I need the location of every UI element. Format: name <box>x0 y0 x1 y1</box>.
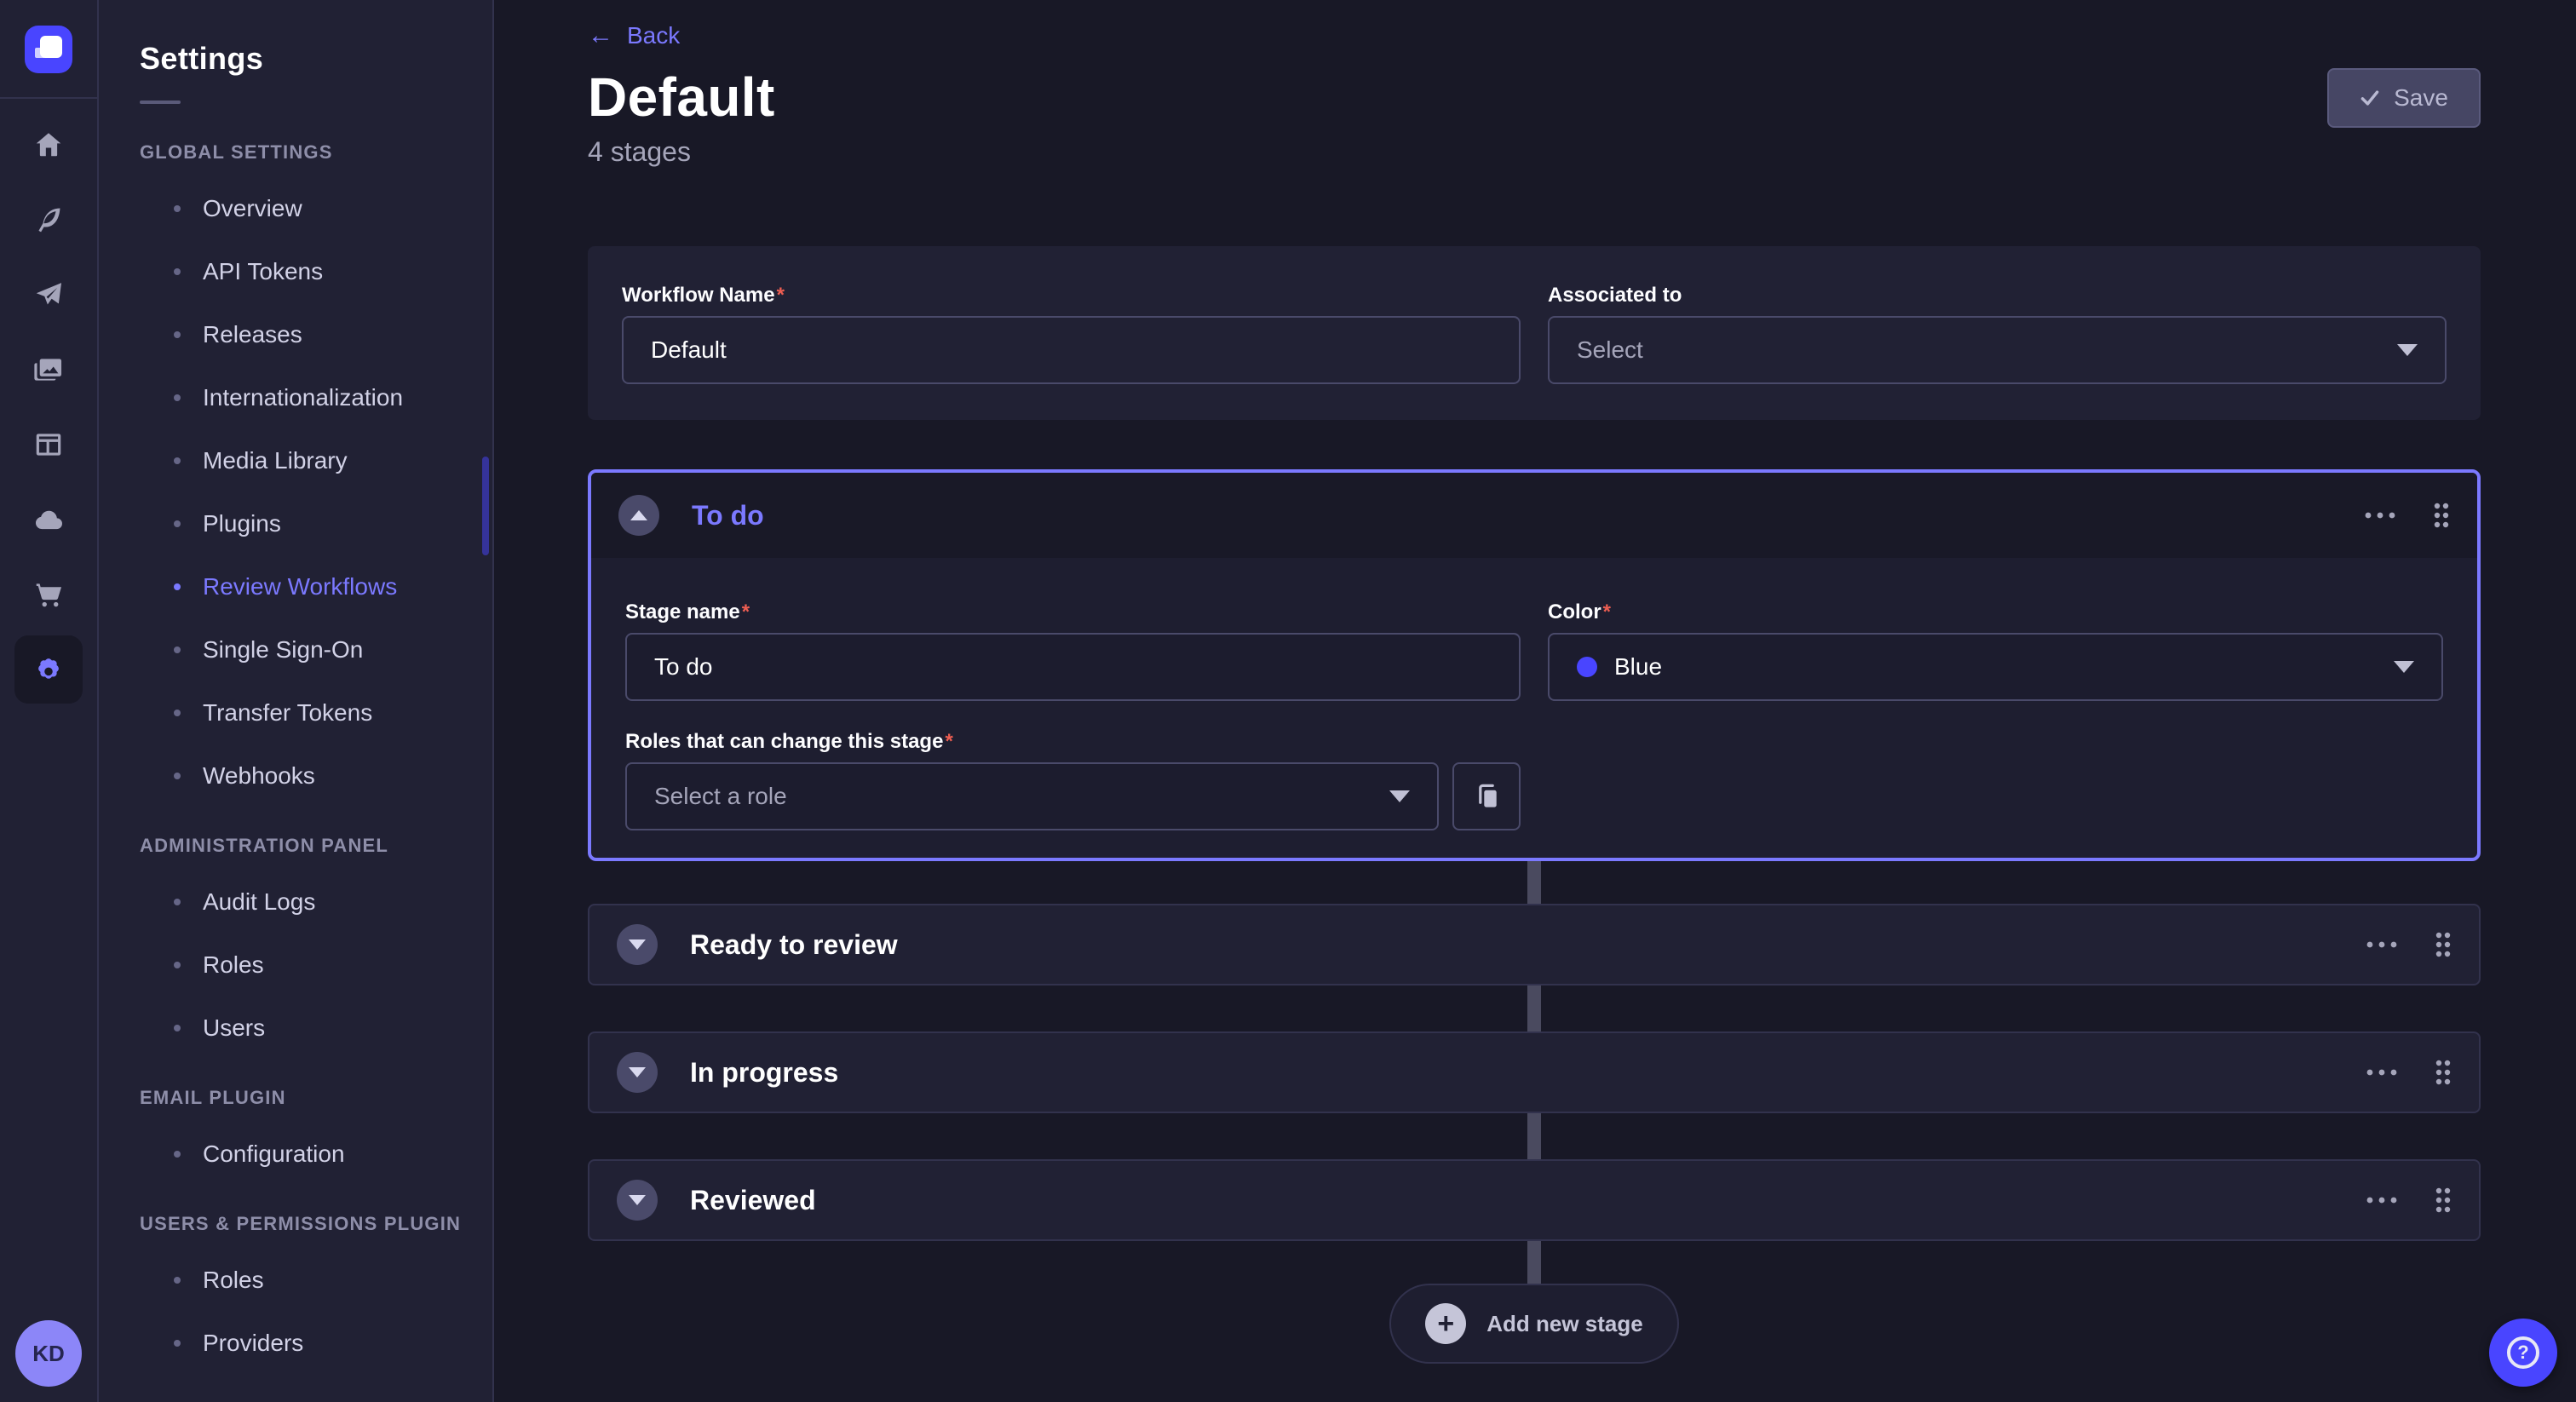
chevron-down-icon <box>629 939 646 950</box>
help-button[interactable]: ? <box>2489 1319 2557 1387</box>
main-content: ← Back Default 4 stages Save Workflow Na… <box>494 0 2576 1402</box>
more-options-icon[interactable] <box>2366 1069 2397 1076</box>
home-icon[interactable] <box>14 111 83 179</box>
settings-gear-icon[interactable] <box>14 635 83 704</box>
stage-card-in-progress[interactable]: In progress <box>588 1031 2481 1113</box>
sidebar-item-single-sign-on[interactable]: Single Sign-On <box>140 618 492 681</box>
stage-todo-header[interactable]: To do <box>591 473 2477 558</box>
chevron-down-icon <box>2394 661 2414 673</box>
sidebar-item-email-configuration[interactable]: Configuration <box>140 1123 492 1186</box>
roles-select[interactable]: Select a role <box>625 762 1439 830</box>
sidebar-item-up-roles[interactable]: Roles <box>140 1249 492 1312</box>
sidebar-item-releases[interactable]: Releases <box>140 303 492 366</box>
stage-title: In progress <box>690 1056 839 1088</box>
strapi-logo[interactable] <box>25 26 72 73</box>
roles-label: Roles that can change this stage * <box>625 730 953 753</box>
add-new-stage-button[interactable]: + Add new stage <box>1389 1284 1679 1364</box>
workflow-name-input[interactable] <box>622 316 1521 384</box>
section-label: GLOBAL SETTINGS <box>140 141 333 163</box>
more-options-icon[interactable] <box>2366 941 2397 948</box>
section-users-permissions-plugin: USERS & PERMISSIONS PLUGIN Roles Provide… <box>140 1213 492 1375</box>
stage-connector <box>1527 861 1541 904</box>
expand-stage-button[interactable] <box>617 1052 658 1093</box>
stage-connector <box>1527 985 1541 1031</box>
sidebar-scrollbar-thumb[interactable] <box>482 457 489 555</box>
sidebar-item-webhooks[interactable]: Webhooks <box>140 744 492 807</box>
paper-plane-icon[interactable] <box>14 261 83 329</box>
section-global-settings: GLOBAL SETTINGS Overview API Tokens Rele… <box>140 141 492 807</box>
sidebar-item-review-workflows[interactable]: Review Workflows <box>140 555 492 618</box>
workflow-name-label: Workflow Name * <box>622 284 785 307</box>
section-administration-panel: ADMINISTRATION PANEL Audit Logs Roles Us… <box>140 835 492 1060</box>
section-label: ADMINISTRATION PANEL <box>140 835 389 856</box>
sidebar-item-api-tokens[interactable]: API Tokens <box>140 240 492 303</box>
media-library-icon[interactable] <box>14 336 83 404</box>
copy-icon <box>1479 784 1497 807</box>
sidebar-item-plugins[interactable]: Plugins <box>140 492 492 555</box>
chevron-up-icon <box>630 510 647 520</box>
color-swatch-blue <box>1577 657 1597 677</box>
drag-handle-icon[interactable] <box>2435 1059 2452 1086</box>
sidebar-item-transfer-tokens[interactable]: Transfer Tokens <box>140 681 492 744</box>
back-link[interactable]: ← Back <box>588 21 681 49</box>
plus-icon: + <box>1425 1303 1467 1344</box>
stage-name-input[interactable] <box>625 633 1521 701</box>
chevron-down-icon <box>629 1195 646 1205</box>
expand-stage-button[interactable] <box>617 1180 658 1221</box>
drag-handle-icon[interactable] <box>2435 931 2452 958</box>
pen-icon[interactable] <box>14 186 83 254</box>
drag-handle-icon[interactable] <box>2433 502 2450 529</box>
settings-sidebar: Settings GLOBAL SETTINGS Overview API To… <box>99 0 494 1402</box>
sidebar-item-audit-logs[interactable]: Audit Logs <box>140 871 492 934</box>
stage-connector <box>1527 1113 1541 1159</box>
rail-divider <box>0 97 98 99</box>
stage-name-label: Stage name * <box>625 600 750 623</box>
expand-stage-button[interactable] <box>617 924 658 965</box>
stages-list: To do Stage name * <box>588 469 2481 1364</box>
check-icon <box>2360 90 2379 106</box>
user-avatar[interactable]: KD <box>15 1320 82 1387</box>
page-title: Default <box>588 66 775 128</box>
section-label: EMAIL PLUGIN <box>140 1087 286 1108</box>
color-label: Color * <box>1548 600 1612 623</box>
chevron-down-icon <box>1389 790 1410 802</box>
cart-icon[interactable] <box>14 560 83 629</box>
stage-title: Reviewed <box>690 1184 816 1215</box>
stage-count: 4 stages <box>588 136 691 167</box>
layout-icon[interactable] <box>14 411 83 479</box>
stage-card-ready-to-review[interactable]: Ready to review <box>588 904 2481 985</box>
settings-sidebar-title: Settings <box>140 41 264 76</box>
stage-card-todo: To do Stage name * <box>588 469 2481 861</box>
stage-title: Ready to review <box>690 928 898 960</box>
workflow-form-card: Workflow Name* Associated to Select <box>588 246 2481 420</box>
sidebar-item-admin-users[interactable]: Users <box>140 997 492 1060</box>
title-rule <box>140 101 181 104</box>
collapse-stage-button[interactable] <box>618 495 659 536</box>
sidebar-item-up-providers[interactable]: Providers <box>140 1312 492 1375</box>
more-options-icon[interactable] <box>2365 512 2395 519</box>
stage-title: To do <box>692 499 764 531</box>
drag-handle-icon[interactable] <box>2435 1187 2452 1214</box>
stage-connector <box>1527 1241 1541 1284</box>
save-button[interactable]: Save <box>2327 68 2481 128</box>
section-email-plugin: EMAIL PLUGIN Configuration <box>140 1087 492 1186</box>
back-arrow-icon: ← <box>588 21 613 49</box>
sidebar-item-admin-roles[interactable]: Roles <box>140 934 492 997</box>
chevron-down-icon <box>2397 344 2418 356</box>
section-label: USERS & PERMISSIONS PLUGIN <box>140 1213 462 1234</box>
main-nav-rail: KD <box>0 0 99 1402</box>
sidebar-item-internationalization[interactable]: Internationalization <box>140 366 492 429</box>
duplicate-stage-button[interactable] <box>1452 762 1521 830</box>
sidebar-item-media-library[interactable]: Media Library <box>140 429 492 492</box>
sidebar-item-overview[interactable]: Overview <box>140 177 492 240</box>
color-select[interactable]: Blue <box>1548 633 2443 701</box>
associated-to-select[interactable]: Select <box>1548 316 2447 384</box>
cloud-icon[interactable] <box>14 486 83 554</box>
question-mark-icon: ? <box>2507 1336 2539 1369</box>
stage-card-reviewed[interactable]: Reviewed <box>588 1159 2481 1241</box>
associated-to-label: Associated to <box>1548 284 1682 307</box>
chevron-down-icon <box>629 1067 646 1077</box>
more-options-icon[interactable] <box>2366 1197 2397 1204</box>
